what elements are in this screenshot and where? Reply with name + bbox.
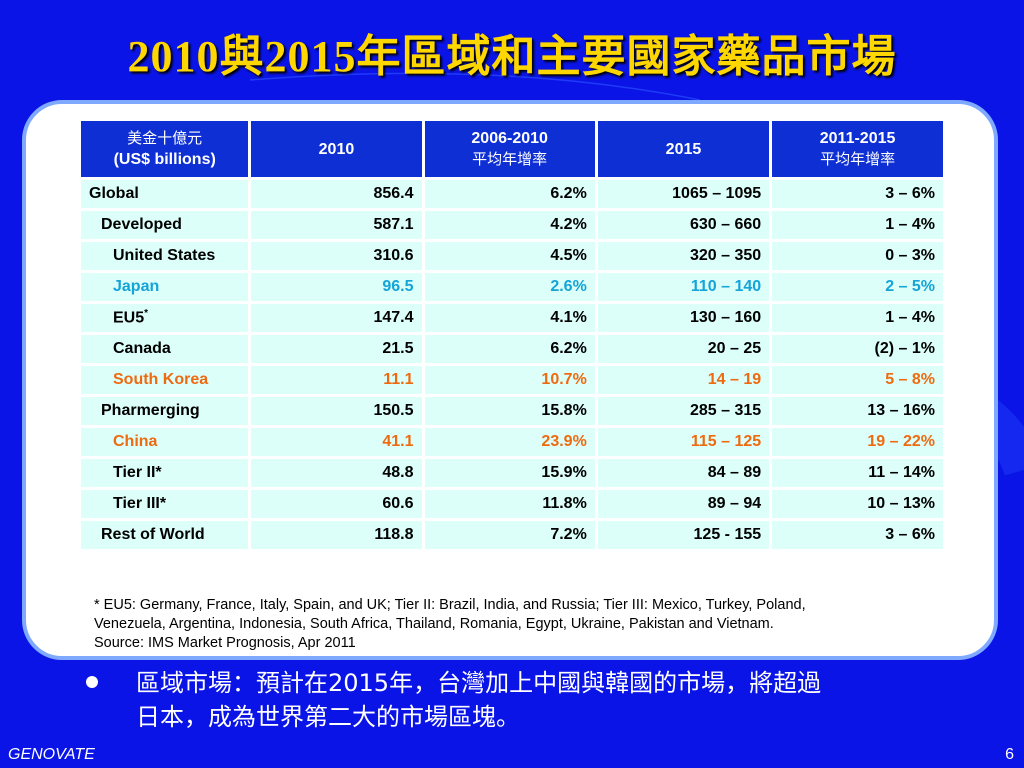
table-row: Pharmerging 150.5 15.8% 285 – 315 13 – 1…: [81, 397, 943, 425]
row-label: Tier III*: [81, 490, 249, 518]
cell-2010: 856.4: [251, 180, 422, 208]
cell-growth-2011-2015: 13 – 16%: [772, 397, 943, 425]
cell-2010: 21.5: [251, 335, 422, 363]
slide-title: 2010與2015年區域和主要國家藥品市場: [127, 32, 897, 81]
table-header-row: 美金十億元 (US$ billions) 2010 2006-2010 平均年增…: [81, 121, 943, 177]
cell-growth-2011-2015: 10 – 13%: [772, 490, 943, 518]
cell-growth-2011-2015: 3 – 6%: [772, 521, 943, 549]
cell-2010: 147.4: [251, 304, 422, 332]
cell-growth-2006-2010: 4.2%: [424, 211, 595, 239]
table-row: EU5* 147.4 4.1% 130 – 160 1 – 4%: [81, 304, 943, 332]
row-label: Canada: [81, 335, 249, 363]
row-label: EU5*: [81, 304, 249, 332]
cell-2015: 630 – 660: [597, 211, 770, 239]
table-row: Tier II* 48.8 15.9% 84 – 89 11 – 14%: [81, 459, 943, 487]
cell-2015: 285 – 315: [597, 397, 770, 425]
cell-2015: 84 – 89: [597, 459, 770, 487]
cell-2010: 11.1: [251, 366, 422, 394]
table-row: Tier III* 60.6 11.8% 89 – 94 10 – 13%: [81, 490, 943, 518]
cell-growth-2006-2010: 4.1%: [424, 304, 595, 332]
cell-growth-2006-2010: 4.5%: [424, 242, 595, 270]
cell-2010: 150.5: [251, 397, 422, 425]
bullet-point: 區域市場：預計在2015年，台灣加上中國與韓國的市場，將超過 日本，成為世界第二…: [86, 666, 956, 734]
cell-growth-2011-2015: 19 – 22%: [772, 428, 943, 456]
row-label: Tier II*: [81, 459, 249, 487]
table-row: China 41.1 23.9% 115 – 125 19 – 22%: [81, 428, 943, 456]
footnote-line: * EU5: Germany, France, Italy, Spain, an…: [94, 597, 806, 613]
cell-growth-2006-2010: 2.6%: [424, 273, 595, 301]
footnote-marker: *: [144, 308, 149, 320]
source-line: Source: IMS Market Prognosis, Apr 2011: [94, 635, 356, 651]
cell-growth-2006-2010: 10.7%: [424, 366, 595, 394]
cell-growth-2006-2010: 15.9%: [424, 459, 595, 487]
cell-2010: 118.8: [251, 521, 422, 549]
cell-growth-2011-2015: (2) – 1%: [772, 335, 943, 363]
cell-2010: 41.1: [251, 428, 422, 456]
cell-growth-2006-2010: 23.9%: [424, 428, 595, 456]
row-label: United States: [81, 242, 249, 270]
market-table: 美金十億元 (US$ billions) 2010 2006-2010 平均年增…: [78, 118, 946, 552]
table-footnote: * EU5: Germany, France, Italy, Spain, an…: [94, 596, 954, 653]
cell-2015: 320 – 350: [597, 242, 770, 270]
cell-2010: 310.6: [251, 242, 422, 270]
header-2015: 2015: [597, 121, 770, 177]
cell-growth-2006-2010: 15.8%: [424, 397, 595, 425]
cell-growth-2006-2010: 6.2%: [424, 180, 595, 208]
cell-2015: 125 - 155: [597, 521, 770, 549]
row-label: South Korea: [81, 366, 249, 394]
cell-2015: 1065 – 1095: [597, 180, 770, 208]
row-label: China: [81, 428, 249, 456]
cell-growth-2011-2015: 5 – 8%: [772, 366, 943, 394]
cell-2010: 96.5: [251, 273, 422, 301]
bullet-icon: [86, 676, 98, 688]
cell-2015: 130 – 160: [597, 304, 770, 332]
page-number: 6: [1005, 746, 1014, 763]
table-row: Developed 587.1 4.2% 630 – 660 1 – 4%: [81, 211, 943, 239]
table-row: Canada 21.5 6.2% 20 – 25 (2) – 1%: [81, 335, 943, 363]
header-unit: 美金十億元 (US$ billions): [81, 121, 249, 177]
row-label: Developed: [81, 211, 249, 239]
table-row: Rest of World 118.8 7.2% 125 - 155 3 – 6…: [81, 521, 943, 549]
cell-growth-2011-2015: 1 – 4%: [772, 304, 943, 332]
cell-2010: 587.1: [251, 211, 422, 239]
row-label: Rest of World: [81, 521, 249, 549]
footer-brand: GENOVATE: [8, 746, 95, 763]
cell-growth-2011-2015: 11 – 14%: [772, 459, 943, 487]
cell-2015: 110 – 140: [597, 273, 770, 301]
bullet-line: 區域市場：預計在2015年，台灣加上中國與韓國的市場，將超過: [136, 669, 822, 697]
cell-growth-2006-2010: 6.2%: [424, 335, 595, 363]
row-label: Japan: [81, 273, 249, 301]
footnote-line: Venezuela, Argentina, Indonesia, South A…: [94, 616, 774, 632]
cell-2015: 20 – 25: [597, 335, 770, 363]
header-growth-2006-2010: 2006-2010 平均年增率: [424, 121, 595, 177]
table-row: South Korea 11.1 10.7% 14 – 19 5 – 8%: [81, 366, 943, 394]
cell-growth-2011-2015: 0 – 3%: [772, 242, 943, 270]
cell-growth-2011-2015: 2 – 5%: [772, 273, 943, 301]
cell-growth-2006-2010: 11.8%: [424, 490, 595, 518]
row-label: Pharmerging: [81, 397, 249, 425]
cell-2015: 89 – 94: [597, 490, 770, 518]
bullet-line: 日本，成為世界第二大的市場區塊。: [136, 703, 520, 731]
table-row: United States 310.6 4.5% 320 – 350 0 – 3…: [81, 242, 943, 270]
cell-growth-2011-2015: 3 – 6%: [772, 180, 943, 208]
header-2010: 2010: [251, 121, 422, 177]
cell-2010: 60.6: [251, 490, 422, 518]
table-row: Japan 96.5 2.6% 110 – 140 2 – 5%: [81, 273, 943, 301]
header-growth-2011-2015: 2011-2015 平均年增率: [772, 121, 943, 177]
row-label: Global: [81, 180, 249, 208]
table-row: Global 856.4 6.2% 1065 – 1095 3 – 6%: [81, 180, 943, 208]
cell-2015: 115 – 125: [597, 428, 770, 456]
cell-2010: 48.8: [251, 459, 422, 487]
cell-growth-2011-2015: 1 – 4%: [772, 211, 943, 239]
cell-2015: 14 – 19: [597, 366, 770, 394]
cell-growth-2006-2010: 7.2%: [424, 521, 595, 549]
